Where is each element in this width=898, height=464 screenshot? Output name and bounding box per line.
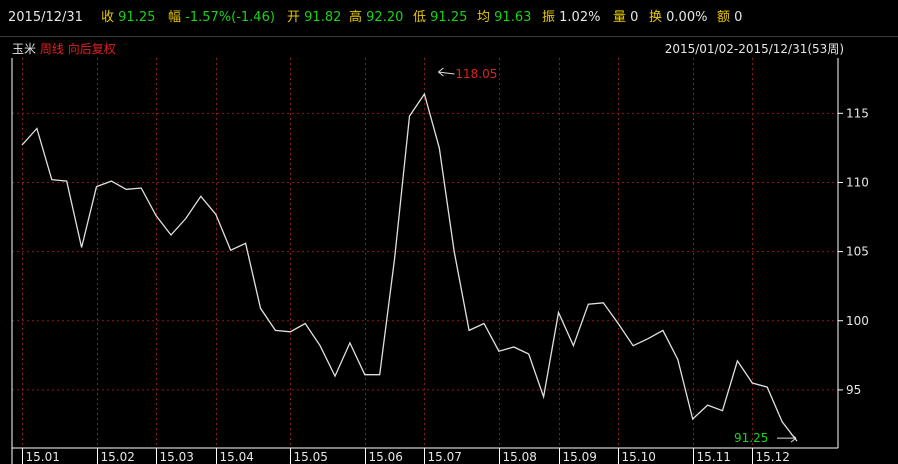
x-tick-label: 15.04	[220, 450, 254, 464]
high-value: 92.20	[366, 10, 404, 25]
close-value: 91.25	[118, 10, 156, 25]
x-tick-label: 15.11	[697, 450, 731, 464]
max-arrow	[438, 67, 455, 77]
x-tick-label: 15.03	[160, 450, 194, 464]
y-tick-label: 100	[846, 314, 869, 328]
y-tick-label: 110	[846, 175, 869, 189]
amplitude-value: 1.02%	[559, 10, 601, 25]
date-range: 2015/01/02-2015/12/31(53周)	[664, 42, 844, 56]
x-tick-label: 15.09	[563, 450, 597, 464]
turnover-quote: 换 0.00%	[649, 8, 707, 28]
turnover-label: 换	[649, 10, 663, 25]
average-value: 91.63	[494, 10, 532, 25]
average-label: 均	[477, 10, 491, 25]
amount-quote: 额 0	[717, 8, 742, 28]
change-quote: 幅 -1.57%(-1.46)	[168, 8, 275, 28]
turnover-value: 0.00%	[666, 10, 708, 25]
quote-date: 2015/12/31	[8, 10, 83, 25]
open-value: 91.82	[304, 10, 342, 25]
x-tick-label: 15.01	[26, 450, 60, 464]
amplitude-quote: 振 1.02%	[542, 8, 600, 28]
x-tick-label: 15.05	[294, 450, 328, 464]
amplitude-label: 振	[542, 10, 556, 25]
price-line	[21, 92, 798, 442]
open-quote: 开 91.82	[287, 8, 341, 28]
x-tick-label: 15.12	[756, 450, 790, 464]
y-tick-label: 95	[846, 383, 861, 397]
x-tick-label: 15.06	[369, 450, 403, 464]
chart-subheader: 玉米 周线 向后复权	[12, 40, 116, 57]
x-tick-label: 15.02	[101, 450, 135, 464]
max-price-label: 118.05	[455, 67, 497, 81]
low-label: 低	[413, 10, 427, 25]
x-tick-label: 15.10	[622, 450, 656, 464]
y-tick-label: 115	[846, 106, 869, 120]
quote-toolbar: 2015/12/31 收 91.25 幅 -1.57%(-1.46) 开 91.…	[0, 0, 898, 37]
low-quote: 低 91.25	[413, 8, 467, 28]
x-tick-label: 15.07	[428, 450, 462, 464]
volume-quote: 量 0	[613, 8, 638, 28]
high-quote: 高 92.20	[349, 8, 403, 28]
symbol-name: 玉米	[12, 42, 37, 56]
high-label: 高	[349, 10, 363, 25]
open-label: 开	[287, 10, 301, 25]
volume-value: 0	[630, 10, 639, 25]
x-tick-label: 15.08	[503, 450, 537, 464]
volume-label: 量	[613, 10, 627, 25]
change-value: -1.57%(-1.46)	[185, 10, 275, 25]
y-tick-label: 105	[846, 245, 869, 259]
last-arrow	[777, 433, 797, 443]
average-quote: 均 91.63	[477, 8, 531, 28]
period-selector[interactable]: 周线	[39, 42, 64, 56]
close-quote: 收 91.25	[101, 8, 155, 28]
last-price-label: 91.25	[734, 431, 768, 445]
low-value: 91.25	[430, 10, 468, 25]
adjust-selector[interactable]: 向后复权	[67, 42, 116, 56]
amount-value: 0	[734, 10, 743, 25]
amount-label: 额	[717, 10, 731, 25]
close-label: 收	[101, 10, 115, 25]
change-label: 幅	[168, 10, 182, 25]
